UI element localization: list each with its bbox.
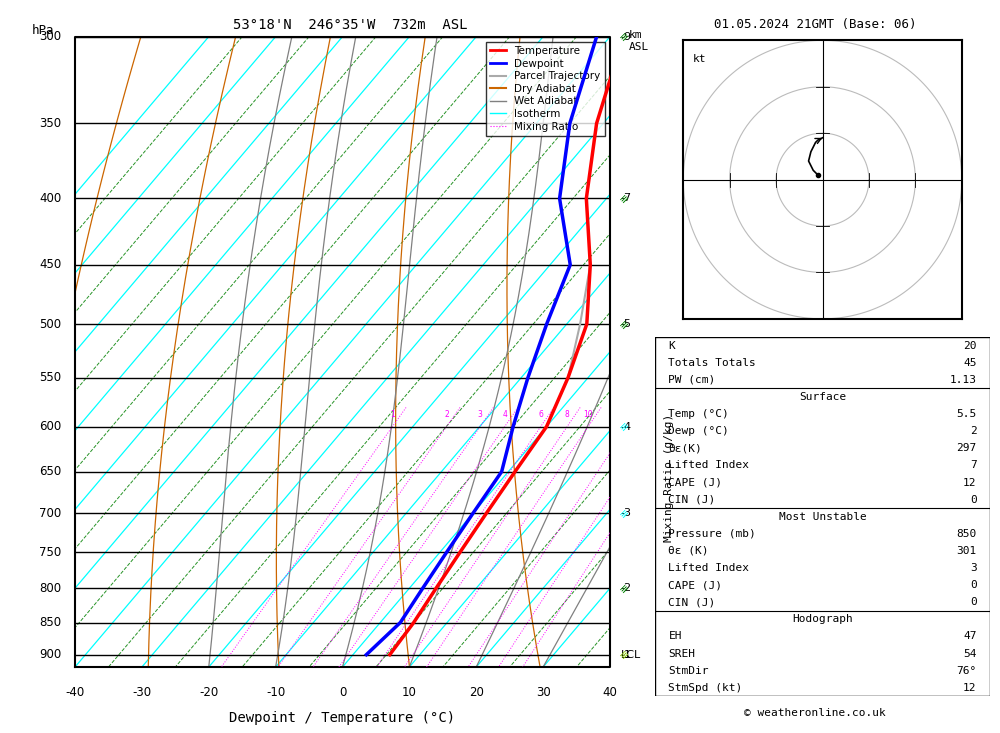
Text: 600: 600 [39, 420, 62, 433]
Text: 0: 0 [970, 495, 977, 504]
Text: Hodograph: Hodograph [792, 614, 853, 625]
Text: 3: 3 [970, 563, 977, 573]
Text: 12: 12 [963, 683, 977, 693]
Text: CIN (J): CIN (J) [668, 495, 716, 504]
Text: EH: EH [668, 632, 682, 641]
Text: ≡: ≡ [618, 648, 632, 661]
Text: -1: -1 [621, 649, 632, 660]
Text: 297: 297 [956, 443, 977, 453]
Text: 40: 40 [603, 686, 617, 699]
Text: CIN (J): CIN (J) [668, 597, 716, 607]
Text: StmDir: StmDir [668, 666, 709, 676]
Text: 400: 400 [39, 192, 62, 205]
Text: Mixing Ratio (g/kg): Mixing Ratio (g/kg) [664, 414, 674, 542]
Text: 300: 300 [40, 30, 62, 43]
Text: CAPE (J): CAPE (J) [668, 581, 722, 590]
Text: kt: kt [693, 54, 706, 65]
Text: Dewp (°C): Dewp (°C) [668, 427, 729, 436]
Text: ≡: ≡ [618, 507, 632, 520]
Text: -3: -3 [621, 508, 632, 518]
Text: ≡: ≡ [618, 581, 632, 595]
Text: 900: 900 [39, 648, 62, 661]
Text: 650: 650 [39, 465, 62, 478]
Text: 01.05.2024 21GMT (Base: 06): 01.05.2024 21GMT (Base: 06) [714, 18, 916, 32]
Text: 700: 700 [39, 507, 62, 520]
Text: hPa: hPa [32, 23, 54, 37]
Text: 20: 20 [963, 341, 977, 350]
Text: 550: 550 [40, 371, 62, 384]
Text: -10: -10 [266, 686, 285, 699]
Text: 350: 350 [40, 117, 62, 130]
Text: ≡: ≡ [618, 420, 632, 433]
Text: Temp (°C): Temp (°C) [668, 409, 729, 419]
Text: -7: -7 [621, 194, 632, 204]
Text: θε (K): θε (K) [668, 546, 709, 556]
Text: © weatheronline.co.uk: © weatheronline.co.uk [744, 708, 886, 718]
Text: 0: 0 [339, 686, 346, 699]
Text: 6: 6 [538, 410, 543, 419]
Text: -4: -4 [621, 421, 632, 432]
Text: 10: 10 [583, 410, 593, 419]
Text: StmSpd (kt): StmSpd (kt) [668, 683, 743, 693]
Text: Dewpoint / Temperature (°C): Dewpoint / Temperature (°C) [229, 711, 456, 725]
Text: 0: 0 [970, 597, 977, 607]
Text: 12: 12 [963, 478, 977, 487]
Text: 45: 45 [963, 358, 977, 368]
Text: 54: 54 [963, 649, 977, 658]
Text: 0: 0 [970, 581, 977, 590]
Text: 10: 10 [402, 686, 417, 699]
Legend: Temperature, Dewpoint, Parcel Trajectory, Dry Adiabat, Wet Adiabat, Isotherm, Mi: Temperature, Dewpoint, Parcel Trajectory… [486, 42, 605, 136]
Text: 750: 750 [39, 545, 62, 559]
Text: ≡: ≡ [618, 191, 632, 205]
Text: km
ASL: km ASL [629, 30, 649, 52]
Text: 53°18'N  246°35'W  732m  ASL: 53°18'N 246°35'W 732m ASL [233, 18, 467, 32]
Text: PW (cm): PW (cm) [668, 375, 716, 385]
Text: -40: -40 [65, 686, 85, 699]
Text: -5: -5 [621, 319, 632, 329]
Text: -20: -20 [199, 686, 218, 699]
Text: 2: 2 [970, 427, 977, 436]
Text: θε(K): θε(K) [668, 443, 702, 453]
Text: 8: 8 [565, 410, 570, 419]
Text: 1: 1 [390, 410, 395, 419]
Text: Lifted Index: Lifted Index [668, 563, 749, 573]
Text: -2: -2 [621, 583, 632, 594]
Text: CAPE (J): CAPE (J) [668, 478, 722, 487]
Text: 1.13: 1.13 [950, 375, 977, 385]
Text: 76°: 76° [956, 666, 977, 676]
Text: SREH: SREH [668, 649, 695, 658]
Text: Pressure (mb): Pressure (mb) [668, 529, 756, 539]
Text: Totals Totals: Totals Totals [668, 358, 756, 368]
Text: 5.5: 5.5 [956, 409, 977, 419]
Text: Lifted Index: Lifted Index [668, 460, 749, 471]
Text: K: K [668, 341, 675, 350]
Text: Surface: Surface [799, 392, 846, 402]
Text: 850: 850 [40, 616, 62, 629]
Text: 4: 4 [502, 410, 507, 419]
Text: 20: 20 [469, 686, 484, 699]
Text: LCL: LCL [621, 649, 641, 660]
Text: 3: 3 [478, 410, 482, 419]
Text: -9: -9 [621, 32, 632, 42]
Text: Most Unstable: Most Unstable [779, 512, 866, 522]
Text: -30: -30 [132, 686, 151, 699]
Text: ≡: ≡ [618, 317, 632, 331]
Text: 47: 47 [963, 632, 977, 641]
Text: 800: 800 [40, 582, 62, 595]
Text: 500: 500 [40, 317, 62, 331]
Text: 30: 30 [536, 686, 550, 699]
Text: 301: 301 [956, 546, 977, 556]
Text: 7: 7 [970, 460, 977, 471]
Text: 2: 2 [444, 410, 449, 419]
Text: 450: 450 [39, 258, 62, 271]
Text: ≡: ≡ [618, 30, 632, 43]
Text: 850: 850 [956, 529, 977, 539]
